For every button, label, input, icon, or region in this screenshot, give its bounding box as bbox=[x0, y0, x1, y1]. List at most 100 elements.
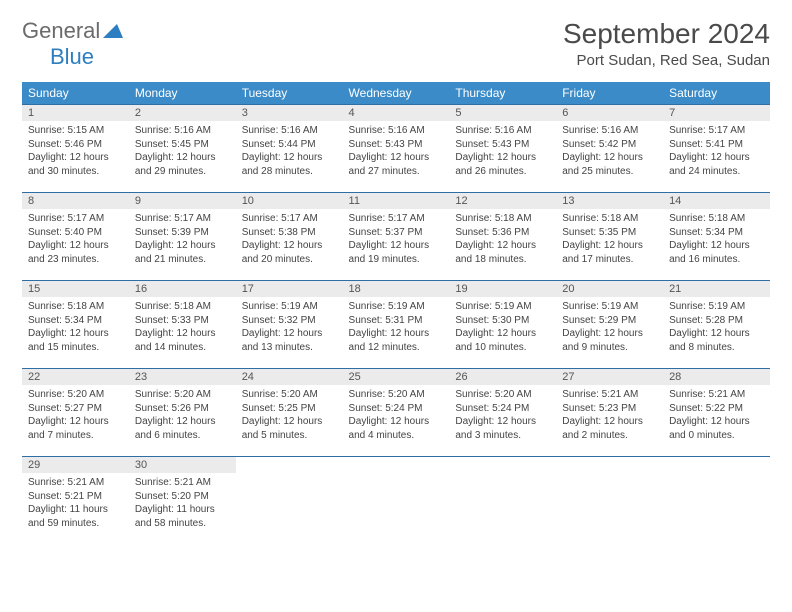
calendar-day-cell: 15Sunrise: 5:18 AMSunset: 5:34 PMDayligh… bbox=[22, 281, 129, 369]
day-details: Sunrise: 5:18 AMSunset: 5:33 PMDaylight:… bbox=[129, 297, 236, 357]
calendar-day-cell: 16Sunrise: 5:18 AMSunset: 5:33 PMDayligh… bbox=[129, 281, 236, 369]
logo-triangle-icon bbox=[103, 22, 123, 43]
day-details: Sunrise: 5:18 AMSunset: 5:34 PMDaylight:… bbox=[22, 297, 129, 357]
day-details: Sunrise: 5:19 AMSunset: 5:29 PMDaylight:… bbox=[556, 297, 663, 357]
day-number: 11 bbox=[343, 193, 450, 209]
day-number: 7 bbox=[663, 105, 770, 121]
day-details: Sunrise: 5:19 AMSunset: 5:32 PMDaylight:… bbox=[236, 297, 343, 357]
calendar-day-cell: 11Sunrise: 5:17 AMSunset: 5:37 PMDayligh… bbox=[343, 193, 450, 281]
day-number: 14 bbox=[663, 193, 770, 209]
day-number: 19 bbox=[449, 281, 556, 297]
weekday-header: Saturday bbox=[663, 82, 770, 105]
day-details: Sunrise: 5:17 AMSunset: 5:41 PMDaylight:… bbox=[663, 121, 770, 181]
calendar-day-cell: 8Sunrise: 5:17 AMSunset: 5:40 PMDaylight… bbox=[22, 193, 129, 281]
day-details: Sunrise: 5:18 AMSunset: 5:36 PMDaylight:… bbox=[449, 209, 556, 269]
calendar-day-cell: 19Sunrise: 5:19 AMSunset: 5:30 PMDayligh… bbox=[449, 281, 556, 369]
calendar-day-cell: 12Sunrise: 5:18 AMSunset: 5:36 PMDayligh… bbox=[449, 193, 556, 281]
month-title: September 2024 bbox=[563, 18, 770, 50]
calendar-day-cell: 6Sunrise: 5:16 AMSunset: 5:42 PMDaylight… bbox=[556, 105, 663, 193]
day-number: 17 bbox=[236, 281, 343, 297]
calendar-day-cell: 14Sunrise: 5:18 AMSunset: 5:34 PMDayligh… bbox=[663, 193, 770, 281]
day-number: 30 bbox=[129, 457, 236, 473]
day-details: Sunrise: 5:16 AMSunset: 5:42 PMDaylight:… bbox=[556, 121, 663, 181]
day-details: Sunrise: 5:20 AMSunset: 5:25 PMDaylight:… bbox=[236, 385, 343, 445]
day-number: 15 bbox=[22, 281, 129, 297]
day-number: 4 bbox=[343, 105, 450, 121]
day-details: Sunrise: 5:20 AMSunset: 5:24 PMDaylight:… bbox=[343, 385, 450, 445]
day-details: Sunrise: 5:20 AMSunset: 5:26 PMDaylight:… bbox=[129, 385, 236, 445]
calendar-day-cell: 27Sunrise: 5:21 AMSunset: 5:23 PMDayligh… bbox=[556, 369, 663, 457]
calendar-day-cell: 28Sunrise: 5:21 AMSunset: 5:22 PMDayligh… bbox=[663, 369, 770, 457]
calendar-day-cell: 10Sunrise: 5:17 AMSunset: 5:38 PMDayligh… bbox=[236, 193, 343, 281]
day-number: 28 bbox=[663, 369, 770, 385]
day-number: 29 bbox=[22, 457, 129, 473]
calendar-day-cell: 24Sunrise: 5:20 AMSunset: 5:25 PMDayligh… bbox=[236, 369, 343, 457]
calendar-day-cell: 17Sunrise: 5:19 AMSunset: 5:32 PMDayligh… bbox=[236, 281, 343, 369]
day-details: Sunrise: 5:17 AMSunset: 5:40 PMDaylight:… bbox=[22, 209, 129, 269]
day-number: 3 bbox=[236, 105, 343, 121]
day-details: Sunrise: 5:16 AMSunset: 5:43 PMDaylight:… bbox=[343, 121, 450, 181]
day-details: Sunrise: 5:15 AMSunset: 5:46 PMDaylight:… bbox=[22, 121, 129, 181]
calendar-day-cell: 18Sunrise: 5:19 AMSunset: 5:31 PMDayligh… bbox=[343, 281, 450, 369]
day-details: Sunrise: 5:21 AMSunset: 5:21 PMDaylight:… bbox=[22, 473, 129, 533]
day-details: Sunrise: 5:19 AMSunset: 5:30 PMDaylight:… bbox=[449, 297, 556, 357]
calendar-day-cell: 9Sunrise: 5:17 AMSunset: 5:39 PMDaylight… bbox=[129, 193, 236, 281]
day-number: 8 bbox=[22, 193, 129, 209]
calendar-table: SundayMondayTuesdayWednesdayThursdayFrid… bbox=[22, 82, 770, 545]
calendar-body: 1Sunrise: 5:15 AMSunset: 5:46 PMDaylight… bbox=[22, 105, 770, 545]
weekday-header-row: SundayMondayTuesdayWednesdayThursdayFrid… bbox=[22, 82, 770, 105]
day-number: 26 bbox=[449, 369, 556, 385]
day-number: 24 bbox=[236, 369, 343, 385]
calendar-week-row: 15Sunrise: 5:18 AMSunset: 5:34 PMDayligh… bbox=[22, 281, 770, 369]
calendar-day-cell: 29Sunrise: 5:21 AMSunset: 5:21 PMDayligh… bbox=[22, 457, 129, 545]
calendar-day-cell: 5Sunrise: 5:16 AMSunset: 5:43 PMDaylight… bbox=[449, 105, 556, 193]
day-details: Sunrise: 5:21 AMSunset: 5:22 PMDaylight:… bbox=[663, 385, 770, 445]
day-number: 22 bbox=[22, 369, 129, 385]
calendar-day-cell: 30Sunrise: 5:21 AMSunset: 5:20 PMDayligh… bbox=[129, 457, 236, 545]
weekday-header: Thursday bbox=[449, 82, 556, 105]
title-block: September 2024 Port Sudan, Red Sea, Suda… bbox=[563, 18, 770, 69]
day-number: 6 bbox=[556, 105, 663, 121]
day-details: Sunrise: 5:19 AMSunset: 5:31 PMDaylight:… bbox=[343, 297, 450, 357]
weekday-header: Friday bbox=[556, 82, 663, 105]
day-number: 12 bbox=[449, 193, 556, 209]
day-number: 20 bbox=[556, 281, 663, 297]
calendar-day-cell: 2Sunrise: 5:16 AMSunset: 5:45 PMDaylight… bbox=[129, 105, 236, 193]
day-details: Sunrise: 5:17 AMSunset: 5:37 PMDaylight:… bbox=[343, 209, 450, 269]
day-number: 27 bbox=[556, 369, 663, 385]
day-number: 5 bbox=[449, 105, 556, 121]
calendar-day-cell: 4Sunrise: 5:16 AMSunset: 5:43 PMDaylight… bbox=[343, 105, 450, 193]
day-details: Sunrise: 5:16 AMSunset: 5:43 PMDaylight:… bbox=[449, 121, 556, 181]
calendar-day-cell: 13Sunrise: 5:18 AMSunset: 5:35 PMDayligh… bbox=[556, 193, 663, 281]
day-number: 2 bbox=[129, 105, 236, 121]
day-details: Sunrise: 5:16 AMSunset: 5:44 PMDaylight:… bbox=[236, 121, 343, 181]
weekday-header: Monday bbox=[129, 82, 236, 105]
day-details: Sunrise: 5:21 AMSunset: 5:20 PMDaylight:… bbox=[129, 473, 236, 533]
day-number: 9 bbox=[129, 193, 236, 209]
calendar-day-cell: 20Sunrise: 5:19 AMSunset: 5:29 PMDayligh… bbox=[556, 281, 663, 369]
header: General Blue September 2024 Port Sudan, … bbox=[22, 18, 770, 70]
calendar-week-row: 29Sunrise: 5:21 AMSunset: 5:21 PMDayligh… bbox=[22, 457, 770, 545]
day-number: 1 bbox=[22, 105, 129, 121]
day-details: Sunrise: 5:20 AMSunset: 5:24 PMDaylight:… bbox=[449, 385, 556, 445]
day-details: Sunrise: 5:21 AMSunset: 5:23 PMDaylight:… bbox=[556, 385, 663, 445]
day-number: 25 bbox=[343, 369, 450, 385]
calendar-week-row: 22Sunrise: 5:20 AMSunset: 5:27 PMDayligh… bbox=[22, 369, 770, 457]
calendar-day-cell: 25Sunrise: 5:20 AMSunset: 5:24 PMDayligh… bbox=[343, 369, 450, 457]
day-number: 18 bbox=[343, 281, 450, 297]
day-number: 23 bbox=[129, 369, 236, 385]
calendar-day-cell: . bbox=[449, 457, 556, 545]
day-details: Sunrise: 5:17 AMSunset: 5:39 PMDaylight:… bbox=[129, 209, 236, 269]
day-number: 13 bbox=[556, 193, 663, 209]
day-details: Sunrise: 5:19 AMSunset: 5:28 PMDaylight:… bbox=[663, 297, 770, 357]
calendar-day-cell: 22Sunrise: 5:20 AMSunset: 5:27 PMDayligh… bbox=[22, 369, 129, 457]
calendar-day-cell: 3Sunrise: 5:16 AMSunset: 5:44 PMDaylight… bbox=[236, 105, 343, 193]
calendar-day-cell: . bbox=[663, 457, 770, 545]
calendar-day-cell: 26Sunrise: 5:20 AMSunset: 5:24 PMDayligh… bbox=[449, 369, 556, 457]
calendar-day-cell: 7Sunrise: 5:17 AMSunset: 5:41 PMDaylight… bbox=[663, 105, 770, 193]
day-number: 10 bbox=[236, 193, 343, 209]
day-details: Sunrise: 5:16 AMSunset: 5:45 PMDaylight:… bbox=[129, 121, 236, 181]
logo: General Blue bbox=[22, 18, 123, 70]
calendar-day-cell: . bbox=[236, 457, 343, 545]
day-details: Sunrise: 5:18 AMSunset: 5:34 PMDaylight:… bbox=[663, 209, 770, 269]
